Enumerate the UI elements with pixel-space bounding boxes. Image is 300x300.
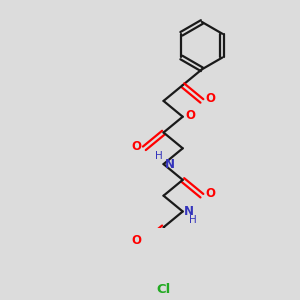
Text: H: H	[190, 215, 197, 225]
Text: O: O	[131, 234, 141, 247]
Text: O: O	[185, 109, 195, 122]
Text: O: O	[205, 187, 215, 200]
Text: O: O	[205, 92, 215, 105]
Text: N: N	[165, 158, 175, 171]
Text: H: H	[155, 152, 162, 161]
Text: N: N	[184, 205, 194, 218]
Text: O: O	[131, 140, 141, 153]
Text: Cl: Cl	[156, 283, 171, 296]
